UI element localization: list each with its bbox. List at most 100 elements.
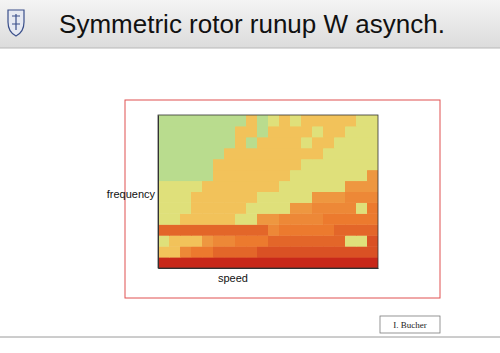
heatmap-cell — [158, 159, 170, 170]
heatmap-cell — [334, 213, 346, 224]
heatmap-cell — [235, 246, 247, 257]
heatmap-cell — [158, 224, 170, 235]
heatmap-cell — [257, 137, 269, 148]
heatmap-cell — [312, 137, 324, 148]
heatmap-cell — [213, 246, 225, 257]
heatmap-cell — [345, 202, 357, 213]
heatmap-cell — [224, 126, 236, 137]
heatmap-cell — [268, 126, 280, 137]
heatmap-cell — [356, 159, 368, 170]
heatmap-cell — [257, 181, 269, 192]
heatmap-cell — [213, 148, 225, 159]
heatmap-cell — [246, 224, 258, 235]
heatmap-cell — [268, 202, 280, 213]
heatmap-cell — [301, 148, 313, 159]
heatmap-cell — [334, 192, 346, 203]
slide-background — [0, 0, 500, 353]
heatmap-cell — [323, 202, 335, 213]
heatmap-cell — [180, 213, 192, 224]
heatmap-cell — [180, 159, 192, 170]
heatmap-cell — [158, 170, 170, 181]
heatmap-cell — [279, 235, 291, 246]
heatmap-cell — [224, 170, 236, 181]
heatmap-cell — [180, 246, 192, 257]
heatmap-cell — [367, 224, 378, 235]
heatmap-cell — [235, 181, 247, 192]
heatmap-cell — [279, 246, 291, 257]
heatmap-cell — [235, 148, 247, 159]
heatmap-cell — [356, 246, 368, 257]
heatmap-cell — [202, 115, 214, 126]
heatmap-cell — [312, 257, 324, 268]
heatmap-cell — [257, 257, 269, 268]
heatmap-cell — [356, 235, 368, 246]
heatmap-cell — [213, 235, 225, 246]
heatmap-cell — [268, 213, 280, 224]
heatmap-cell — [323, 257, 335, 268]
title: Symmetric rotor runup W asynch. — [59, 9, 445, 39]
heatmap-cell — [235, 202, 247, 213]
heatmap-cell — [334, 235, 346, 246]
heatmap-cell — [246, 181, 258, 192]
heatmap-cell — [279, 192, 291, 203]
heatmap-cell — [301, 181, 313, 192]
heatmap-cell — [224, 202, 236, 213]
heatmap-cell — [367, 246, 378, 257]
heatmap-cell — [301, 235, 313, 246]
heatmap-cell — [323, 213, 335, 224]
heatmap-cell — [268, 235, 280, 246]
heatmap-cell — [301, 202, 313, 213]
heatmap-cell — [224, 213, 236, 224]
heatmap-cell — [191, 159, 203, 170]
heatmap-cell — [213, 202, 225, 213]
heatmap-cell — [356, 213, 368, 224]
heatmap-cell — [257, 115, 269, 126]
heatmap-cell — [323, 137, 335, 148]
heatmap-cell — [246, 148, 258, 159]
heatmap-cell — [180, 137, 192, 148]
heatmap-cell — [246, 192, 258, 203]
heatmap-cell — [257, 170, 269, 181]
heatmap-cell — [224, 159, 236, 170]
heatmap-cell — [290, 202, 302, 213]
heatmap-cell — [312, 181, 324, 192]
heatmap-cell — [257, 213, 269, 224]
heatmap-cell — [202, 126, 214, 137]
heatmap-cell — [367, 170, 378, 181]
heatmap-cell — [224, 115, 236, 126]
heatmap-cell — [169, 137, 181, 148]
heatmap-cell — [169, 148, 181, 159]
heatmap-cell — [158, 235, 170, 246]
heatmap-cell — [301, 159, 313, 170]
heatmap-cell — [312, 224, 324, 235]
heatmap-cell — [246, 202, 258, 213]
heatmap-cell — [290, 115, 302, 126]
heatmap-cell — [268, 170, 280, 181]
heatmap-cell — [202, 246, 214, 257]
heatmap-cell — [356, 115, 368, 126]
heatmap-cell — [246, 126, 258, 137]
heatmap-cell — [246, 235, 258, 246]
heatmap-cell — [367, 192, 378, 203]
heatmap-cell — [235, 192, 247, 203]
heatmap-cell — [367, 213, 378, 224]
heatmap-cell — [235, 257, 247, 268]
heatmap-cell — [268, 148, 280, 159]
heatmap-cell — [169, 170, 181, 181]
heatmap-cell — [345, 192, 357, 203]
heatmap-cell — [180, 202, 192, 213]
heatmap-cell — [213, 192, 225, 203]
heatmap-cell — [290, 170, 302, 181]
heatmap-cell — [345, 148, 357, 159]
heatmap-cell — [158, 126, 170, 137]
footer-rule — [0, 337, 500, 338]
heatmap-cell — [191, 126, 203, 137]
heatmap-cell — [345, 181, 357, 192]
heatmap-cell — [290, 213, 302, 224]
heatmap-cell — [323, 159, 335, 170]
author-box: I. Bucher — [380, 316, 440, 333]
x-axis-title: speed — [218, 272, 248, 284]
heatmap-cell — [290, 257, 302, 268]
heatmap-cell — [169, 181, 181, 192]
heatmap-cell — [224, 235, 236, 246]
